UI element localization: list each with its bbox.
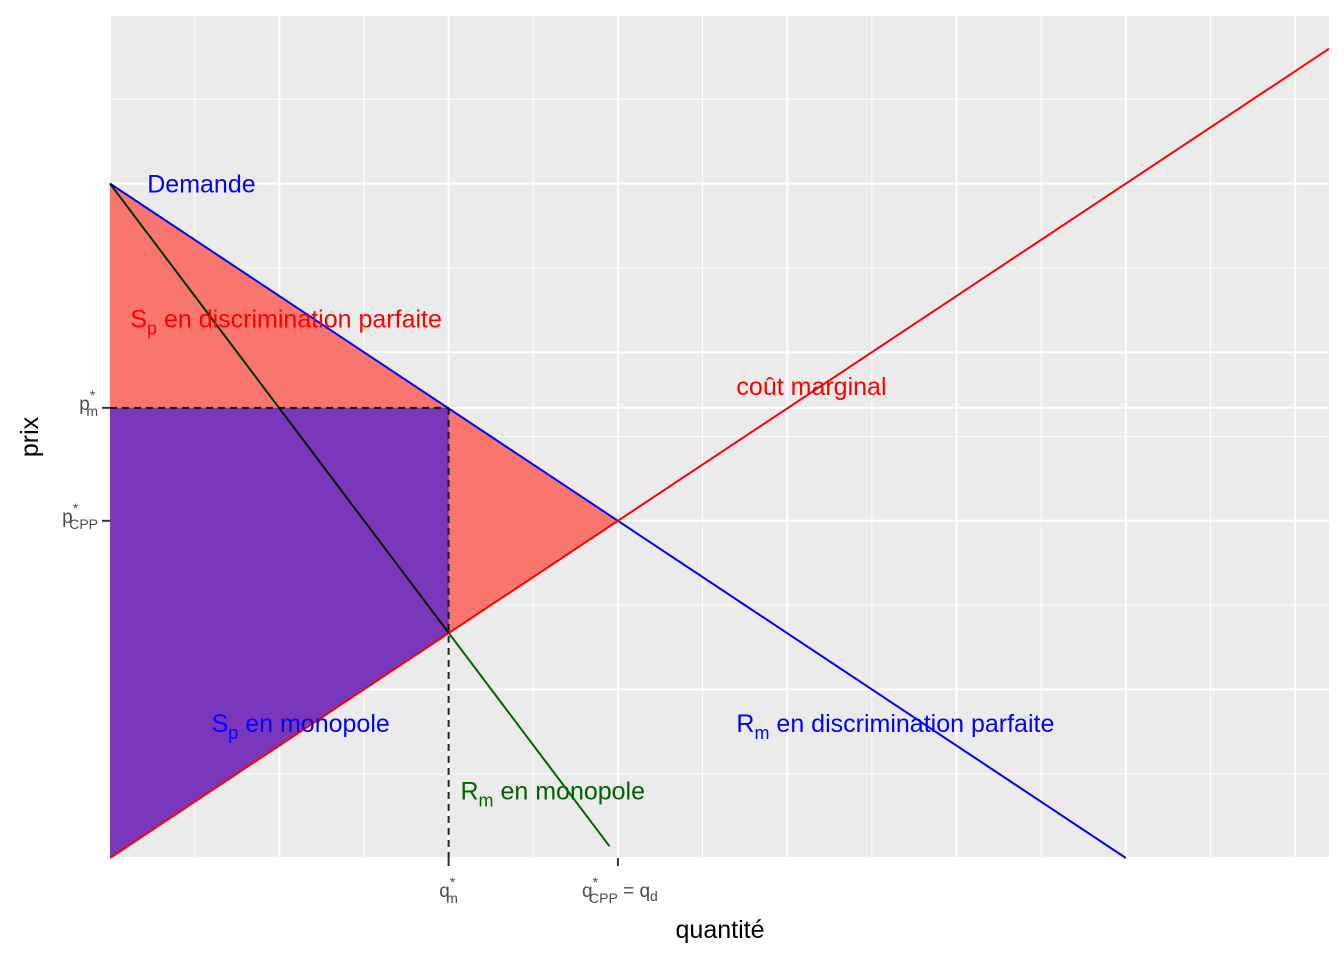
label-demande: Demande [147,171,255,199]
label-rm-discrimination: Rm en discrimination parfaite [736,710,1054,743]
x-tick-label-part: * [593,874,599,890]
label-rm-monopole: Rm en monopole [460,778,645,811]
label-sp-discrimination-main: S [130,305,147,333]
label-rm-discrimination-rest: en discrimination parfaite [769,710,1054,738]
marginal-cost-curve [109,47,1330,859]
y-axis-title: prix [16,416,44,457]
x-tick-label-part: = q [618,881,650,902]
y-tick-label-part: p [62,507,73,528]
x-tick-label: q* m [439,874,458,906]
axis-ticks: q* m q* CPP = qdp* mp* CPP [62,387,658,906]
y-tick-label-part: p [79,394,90,415]
x-tick-label: q* CPP = qd [582,874,658,906]
x-axis-title: quantité [676,916,765,944]
label-cout-marginal: coût marginal [736,373,886,401]
marginal-revenue-curve [447,632,611,847]
label-sp-discrimination-sub: p [147,318,157,338]
x-tick-label-sub: CPP [589,890,618,906]
x-tick-label-sub: m [446,890,458,906]
grid [109,14,1329,859]
label-rm-monopole-main: R [460,778,478,806]
x-tick-label-part: d [650,888,658,904]
x-tick-label-part: * [450,874,456,890]
label-rm-monopole-rest: en monopole [494,778,646,806]
y-tick-label-sub: m [86,403,98,419]
y-tick-label-part: * [73,500,79,516]
curves [109,47,1330,859]
label-sp-monopole-rest: en monopole [238,710,390,738]
annotations: Demande Sp en discrimination parfaite coût… [130,171,1054,811]
label-rm-monopole-sub: m [479,791,494,811]
label-sp-discrimination: Sp en discrimination parfaite [130,305,442,338]
label-sp-monopole-main: S [212,710,229,738]
y-tick-label-part: * [90,387,96,403]
label-rm-discrimination-sub: m [754,723,769,743]
label-rm-discrimination-main: R [736,710,754,738]
y-tick-label: p* m [79,387,98,419]
y-tick-label: p* CPP [62,500,98,532]
label-sp-monopole-sub: p [228,723,238,743]
label-sp-discrimination-rest: en discrimination parfaite [157,305,442,333]
x-tick-label-part: q [582,881,593,902]
x-tick-label-part: q [439,881,450,902]
dashed-guides [110,406,450,866]
label-sp-monopole: Sp en monopole [212,710,390,743]
y-tick-label-sub: CPP [69,516,98,532]
